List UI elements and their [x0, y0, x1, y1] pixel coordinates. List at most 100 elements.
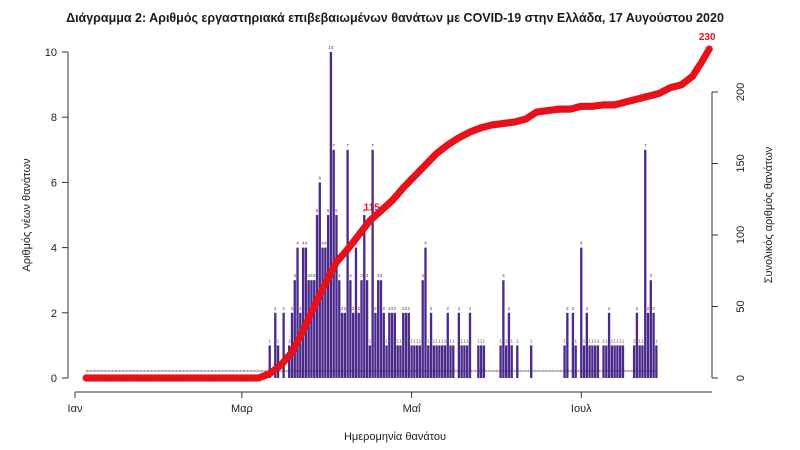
baseline-dot: [254, 369, 255, 373]
bar: [288, 345, 291, 378]
bar: [463, 345, 466, 378]
baseline-dot: [514, 369, 516, 373]
bars: [268, 52, 658, 378]
bar-value-label: 5: [327, 208, 330, 213]
baseline-dot: [487, 369, 489, 373]
baseline-dot: [557, 369, 559, 373]
bar-value-label: 2: [586, 306, 589, 311]
baseline-dot: [146, 369, 148, 373]
baseline-dot: [159, 369, 161, 373]
bar-value-label: 1: [288, 338, 291, 343]
baseline-dot: [340, 369, 342, 373]
bar: [276, 345, 280, 378]
baseline-dot: [455, 369, 457, 373]
bar: [652, 312, 655, 378]
baseline-dot: [196, 369, 198, 373]
baseline-dot: [373, 369, 375, 373]
bar: [268, 345, 271, 378]
bar-value-label: 4: [305, 241, 308, 246]
baseline-dot: [475, 369, 477, 373]
bar-value-label: 1: [385, 338, 388, 343]
bar: [510, 345, 513, 378]
bar-value-label: 1: [641, 338, 644, 343]
bar-value-label: 4: [424, 241, 427, 246]
bar: [415, 345, 419, 378]
bar-value-label: 1: [396, 338, 399, 343]
baseline-dot: [235, 369, 237, 373]
baseline-dot: [649, 369, 650, 373]
baseline-dot: [259, 369, 261, 373]
bar: [632, 345, 636, 378]
baseline-dot: [578, 369, 579, 373]
baseline-dot: [203, 369, 205, 373]
bar-value-label: 4: [321, 241, 324, 246]
baseline-dot: [206, 369, 208, 373]
bar-value-label: 3: [313, 273, 316, 278]
baseline-dot: [160, 369, 162, 373]
bar-value-label: 2: [374, 306, 377, 311]
baseline-dot: [494, 369, 496, 373]
bar: [377, 280, 380, 378]
baseline-dot: [137, 369, 139, 373]
baseline-dot: [625, 369, 627, 373]
baseline-dot: [116, 369, 118, 373]
bar: [307, 280, 310, 378]
baseline-dot: [348, 369, 350, 373]
bar-value-label: 1: [611, 338, 614, 343]
bar: [580, 247, 583, 378]
bar: [446, 312, 449, 378]
bar-value-label: 4: [296, 241, 299, 246]
baseline-dot: [459, 369, 461, 373]
bar-value-label: 1: [510, 338, 513, 343]
baseline-dot: [187, 369, 189, 373]
bar-value-label: 1: [597, 338, 600, 343]
baseline-dot: [234, 369, 236, 373]
baseline-dot: [498, 369, 500, 373]
baseline-dot: [105, 369, 107, 373]
baseline-dot: [507, 369, 509, 373]
baseline-dot: [258, 369, 260, 373]
baseline-dot: [632, 369, 634, 373]
baseline-dot: [451, 369, 453, 373]
baseline-dot: [351, 369, 353, 373]
baseline-dot: [216, 369, 218, 373]
baseline-dot: [550, 369, 552, 373]
bar: [407, 312, 410, 378]
bar-value-label: 5: [316, 208, 319, 213]
baseline-dot: [255, 369, 257, 373]
baseline-dot: [295, 369, 297, 373]
baseline-dot: [103, 369, 105, 373]
bar-value-label: 2: [291, 306, 294, 311]
baseline-dot: [491, 369, 493, 373]
baseline-dot: [532, 369, 534, 373]
bar: [346, 149, 349, 378]
baseline-dot: [519, 369, 521, 373]
bar-value-label: 2: [408, 306, 411, 311]
baseline-dot: [607, 369, 609, 373]
baseline-dot: [134, 369, 136, 373]
baseline-dot: [199, 369, 201, 373]
bar-value-label: 1: [460, 338, 463, 343]
baseline-dot: [470, 369, 472, 373]
baseline-dot: [646, 369, 648, 373]
bar-value-label: 1: [419, 338, 422, 343]
baseline-dot: [304, 369, 305, 373]
bar: [613, 345, 616, 378]
baseline-dot: [128, 369, 130, 373]
bar: [393, 312, 397, 378]
baseline-dot: [398, 369, 400, 373]
baseline-dot: [623, 369, 625, 373]
baseline-dot: [153, 369, 155, 373]
baseline-dot: [95, 369, 97, 373]
baseline-dot: [576, 369, 578, 373]
baseline-dot: [194, 369, 196, 373]
baseline-dot: [537, 369, 539, 373]
bar-value-label: 3: [338, 273, 341, 278]
baseline-dot: [169, 369, 171, 373]
bar: [596, 345, 600, 378]
bar-value-label: 3: [293, 273, 296, 278]
x-tick-label: Ιαν: [68, 403, 83, 415]
baseline-dot: [457, 369, 458, 373]
bar: [424, 247, 427, 378]
baseline-dot: [202, 369, 204, 373]
